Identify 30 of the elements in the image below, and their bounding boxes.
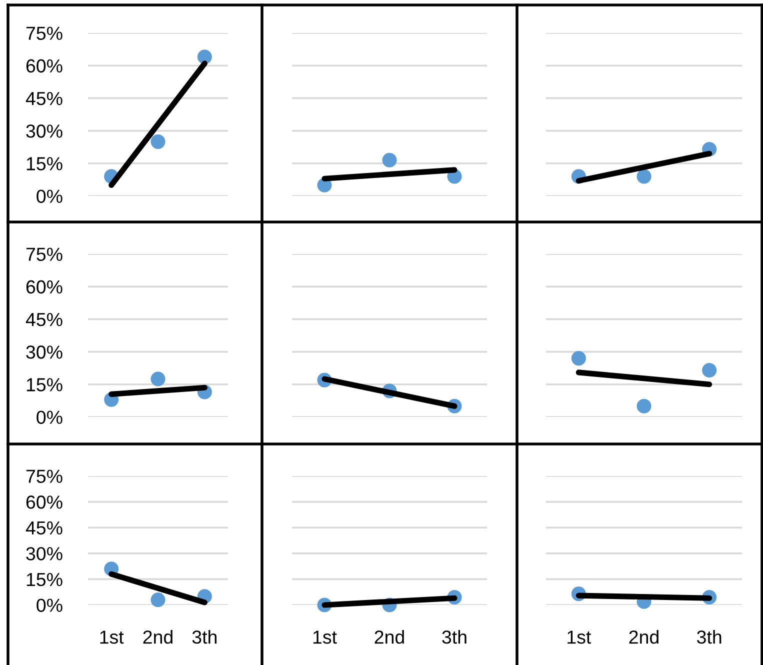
x-tick-label: 3th (192, 630, 216, 644)
y-tick-label: 75% (26, 248, 62, 261)
y-tick-label: 0% (36, 190, 62, 203)
x-tick-label: 2nd (629, 630, 658, 644)
x-tick-label: 3th (697, 630, 722, 644)
y-tick-label: 60% (26, 59, 62, 73)
y-tick-label: 15% (26, 378, 62, 392)
x-tick-label: 3th (442, 630, 466, 644)
y-tick-label: 60% (26, 496, 62, 509)
x-tick-label: 2nd (143, 630, 172, 644)
y-tick-label: 75% (26, 26, 62, 40)
y-tick-label: 15% (26, 572, 62, 586)
y-tick-label: 60% (26, 280, 62, 294)
point (150, 592, 166, 608)
x-tick-label: 2nd (374, 630, 404, 644)
y-tick-label: 30% (26, 547, 62, 560)
y-tick-label: 45% (26, 92, 62, 106)
y-tick-label: 30% (26, 346, 62, 359)
y-tick-label: 15% (26, 157, 62, 170)
y-tick-label: 45% (26, 312, 62, 326)
y-tick-label: 0% (36, 598, 62, 612)
y-tick-label: 0% (36, 410, 62, 424)
point (150, 134, 166, 149)
y-tick-label: 75% (26, 470, 62, 483)
x-tick-label: 1st (100, 630, 124, 644)
x-tick-label: 1st (313, 630, 337, 644)
y-tick-label: 30% (26, 124, 62, 138)
x-tick-label: 1st (568, 630, 592, 644)
y-tick-label: 45% (26, 521, 62, 535)
point (150, 372, 166, 386)
